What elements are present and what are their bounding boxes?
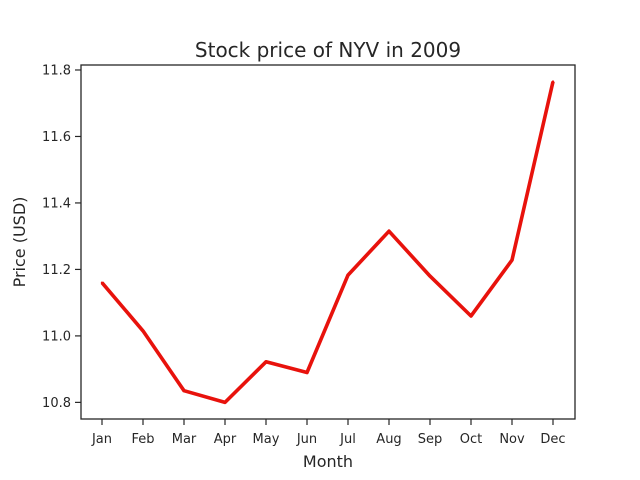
x-tick-label: Mar [172,432,197,447]
y-tick-label: 11.0 [42,329,71,344]
x-tick-label: Apr [214,432,237,447]
y-tick-label: 11.6 [42,130,71,145]
x-tick-label: Sep [418,432,443,447]
x-tick-label: Oct [460,432,482,447]
y-axis: 10.8 11.0 11.2 11.4 11.6 11.8 [42,63,81,411]
data-point [141,329,145,333]
data-point [182,389,186,392]
chart-title: Stock price of NYV in 2009 [195,38,461,62]
x-tick-label: Jun [296,432,317,447]
x-tick-label: Jan [91,432,112,447]
y-axis-title: Price (USD) [10,197,29,288]
x-tick-label: Dec [540,432,565,447]
x-tick-label: Nov [499,432,525,447]
data-point [264,360,268,364]
data-point [305,371,309,374]
series-layer [100,80,555,405]
y-tick-label: 11.8 [42,63,71,78]
x-tick-label: May [253,432,280,447]
y-tick-label: 11.2 [42,263,71,278]
x-tick-label: Aug [376,432,401,447]
data-point [387,229,391,233]
data-point [551,80,555,83]
data-point [469,314,473,318]
data-point [428,274,432,278]
x-tick-label: Feb [131,432,154,447]
series-line [100,81,555,405]
plot-area-frame [80,64,576,420]
data-point [100,281,104,284]
y-tick-label: 11.4 [42,196,71,211]
data-point [346,273,350,277]
x-axis-title: Month [303,452,353,471]
x-tick-label: Jul [339,432,356,447]
data-point [223,401,227,404]
data-point [510,258,514,262]
y-tick-label: 10.8 [42,396,71,411]
x-axis: Jan Feb Mar Apr May Jun Jul Aug Sep Oct Nov Dec [91,419,566,447]
